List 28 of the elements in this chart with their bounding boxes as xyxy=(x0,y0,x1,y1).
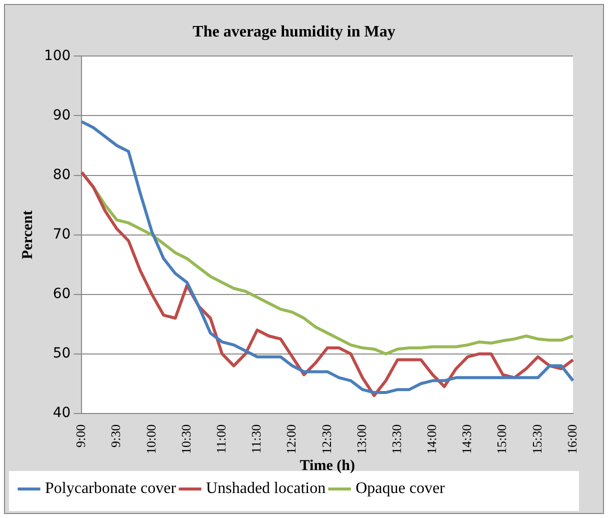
x-tick-label: 14:30 xyxy=(459,424,474,454)
x-axis-title: Time (h) xyxy=(300,458,355,474)
x-tick-label: 10:30 xyxy=(178,424,194,454)
x-tick-label: 14:00 xyxy=(424,424,440,454)
y-tick-label: 80 xyxy=(52,166,71,183)
x-tick-label: 10:00 xyxy=(143,424,158,454)
x-tick-label: 13:00 xyxy=(354,424,369,454)
x-tick-label: 9:30 xyxy=(108,424,124,448)
x-tick-label: 13:30 xyxy=(388,424,404,454)
y-tick-label: 60 xyxy=(52,286,71,302)
x-tick-label: 11:00 xyxy=(214,424,229,454)
y-axis-title: Percent xyxy=(20,210,36,260)
y-tick-label: 90 xyxy=(52,107,71,124)
y-tick-label: 40 xyxy=(52,405,71,422)
x-tick-label: 15:30 xyxy=(529,424,544,454)
y-tick-label: 50 xyxy=(52,345,71,362)
x-tick-label: 15:00 xyxy=(494,424,510,454)
x-tick-label: 11:30 xyxy=(248,424,264,454)
legend-label: Polycarbonate cover xyxy=(45,480,177,498)
x-tick-label: 12:30 xyxy=(318,424,334,454)
x-tick-label: 16:00 xyxy=(564,424,580,454)
y-tick-label: 100 xyxy=(44,48,71,64)
x-tick-label: 9:00 xyxy=(73,424,88,448)
x-tick-label: 12:00 xyxy=(284,424,299,454)
chart-title: The average humidity in May xyxy=(192,24,396,41)
y-tick-label: 70 xyxy=(52,226,71,242)
legend-label: Opaque cover xyxy=(356,480,446,498)
legend-label: Unshaded location xyxy=(206,480,326,498)
